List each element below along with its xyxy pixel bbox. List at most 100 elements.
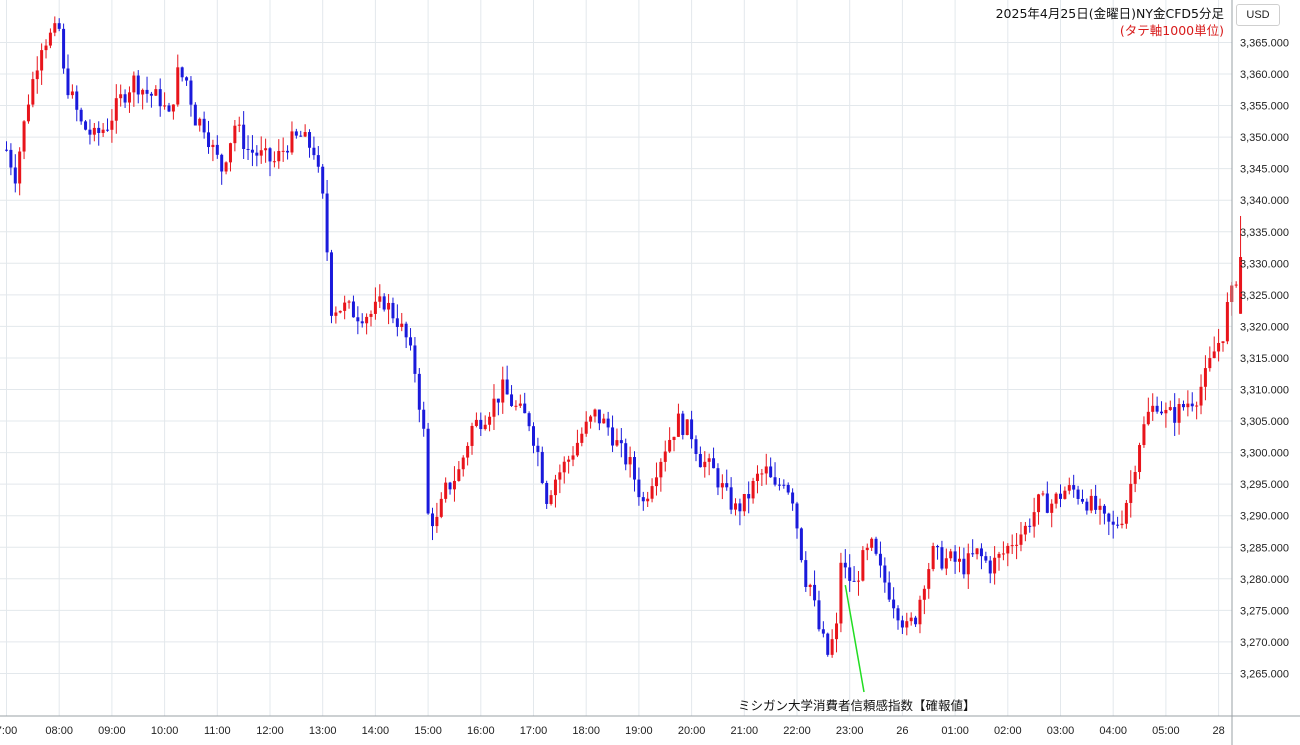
candle-body (786, 484, 790, 493)
candle-body (75, 91, 79, 110)
x-tick-label: 26 (896, 725, 908, 737)
candles-layer (5, 16, 1243, 658)
candle-body (70, 91, 74, 96)
currency-selector[interactable]: USD (1236, 4, 1280, 26)
candle-body (690, 419, 694, 440)
candle-body (92, 127, 96, 135)
candle-body (839, 562, 843, 624)
candle-body (127, 92, 131, 103)
candle-body (211, 144, 215, 148)
candle-body (659, 461, 663, 478)
y-tick-label: 3,315.000 (1240, 353, 1289, 365)
candle-body (870, 538, 874, 548)
candle-body (848, 567, 852, 581)
candle-body (57, 23, 61, 29)
candle-body (1116, 524, 1120, 526)
candle-body (514, 405, 518, 407)
candle-body (865, 547, 869, 551)
candle-body (940, 547, 944, 569)
candle-body (26, 104, 30, 122)
candle-body (685, 419, 689, 435)
candle-body (795, 503, 799, 529)
candle-body (255, 152, 259, 156)
candle-body (624, 443, 628, 465)
candle-body (119, 94, 123, 99)
candle-body (856, 580, 860, 582)
candle-body (343, 302, 347, 311)
candle-body (1186, 403, 1190, 408)
candle-body (628, 457, 632, 465)
candle-body (944, 558, 948, 569)
x-tick-label: 10:00 (151, 725, 179, 737)
candle-body (650, 486, 654, 499)
candle-body (404, 323, 408, 338)
candle-body (1225, 302, 1229, 342)
candle-body (272, 161, 276, 163)
candle-body (308, 132, 312, 148)
candle-body (777, 484, 781, 486)
y-tick-label: 3,275.000 (1240, 605, 1289, 617)
candle-body (268, 148, 272, 162)
y-tick-label: 3,320.000 (1240, 321, 1289, 333)
candle-body (922, 588, 926, 600)
candle-body (369, 313, 373, 317)
candle-body (1094, 495, 1098, 510)
candle-body (654, 477, 658, 487)
candle-body (84, 121, 88, 130)
candle-body (286, 150, 290, 153)
candle-body (988, 560, 992, 574)
candle-body (953, 551, 957, 562)
candle-body (123, 94, 127, 103)
candle-body (141, 89, 145, 95)
candle-body (584, 421, 588, 434)
candle-body (176, 67, 180, 105)
candle-body (1164, 409, 1168, 414)
candle-body (615, 440, 619, 446)
candle-body (1142, 424, 1146, 446)
candle-body (764, 466, 768, 474)
candle-body (220, 154, 224, 172)
candle-body (198, 118, 202, 126)
candle-body (1190, 403, 1194, 407)
candle-body (672, 436, 676, 440)
candle-body (1010, 545, 1014, 547)
candle-body (79, 109, 83, 122)
candle-body (312, 147, 316, 156)
candle-body (536, 445, 540, 452)
candle-body (698, 453, 702, 468)
candle-body (646, 498, 650, 502)
candle-body (325, 193, 329, 253)
candle-body (470, 425, 474, 446)
candle-body (158, 89, 162, 107)
x-tick-label: 03:00 (1047, 725, 1075, 737)
candle-body (571, 455, 575, 460)
x-tick-label: 04:00 (1099, 725, 1127, 737)
candle-body (729, 487, 733, 510)
candle-body (751, 480, 755, 499)
candle-body (488, 416, 492, 425)
candle-body (782, 484, 786, 486)
chart-grid (0, 0, 1232, 716)
y-tick-label: 3,325.000 (1240, 290, 1289, 302)
candle-body (391, 302, 395, 319)
candle-body (277, 150, 281, 162)
candle-body (931, 546, 935, 570)
candle-body (1124, 502, 1128, 524)
candle-body (914, 617, 918, 625)
candle-body (878, 553, 882, 566)
candle-body (1177, 404, 1181, 423)
candle-body (483, 424, 487, 430)
candle-body (883, 565, 887, 583)
y-tick-label: 3,335.000 (1240, 227, 1289, 239)
candle-body (826, 633, 830, 655)
candle-body (619, 440, 623, 444)
candle-body (1059, 493, 1062, 499)
x-tick-label: 20:00 (678, 725, 706, 737)
candle-body (791, 492, 795, 504)
y-tick-label: 3,305.000 (1240, 416, 1289, 428)
candle-body (435, 516, 439, 527)
candle-body (13, 167, 17, 184)
candle-body (1138, 445, 1142, 473)
candle-body (641, 497, 645, 502)
